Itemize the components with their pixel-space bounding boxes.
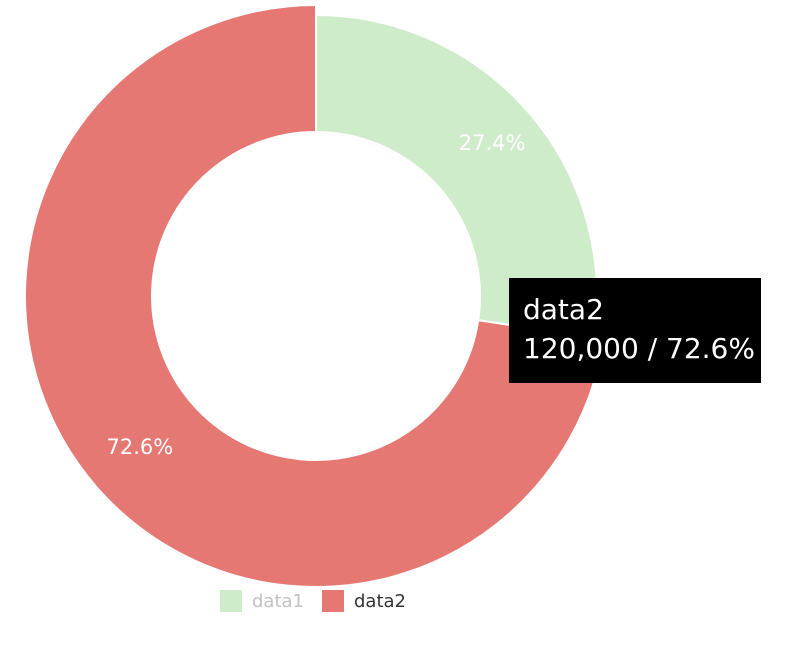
tooltip-value: 120,000 / 72.6% <box>523 332 755 365</box>
legend-item-data1[interactable]: data1 <box>220 590 304 612</box>
tooltip-series-name: data2 <box>523 293 604 326</box>
slice-label-data2: 72.6% <box>107 435 174 459</box>
legend-item-data2[interactable]: data2 <box>322 590 406 612</box>
legend-label-data1: data1 <box>252 590 304 612</box>
slice-label-data1: 27.4% <box>459 131 526 155</box>
chart-tooltip: data2 120,000 / 72.6% <box>509 278 761 383</box>
legend-swatch-data1 <box>220 590 242 612</box>
legend-label-data2: data2 <box>354 590 406 612</box>
chart-legend: data1 data2 <box>220 590 406 612</box>
legend-swatch-data2 <box>322 590 344 612</box>
donut-slice-data2[interactable] <box>24 3 605 588</box>
